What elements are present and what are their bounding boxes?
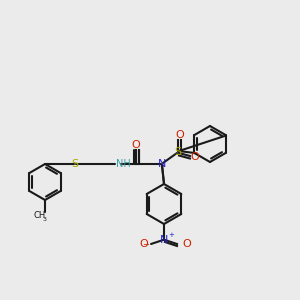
Text: −: −	[142, 240, 149, 249]
Text: O: O	[176, 130, 184, 140]
Text: N: N	[160, 235, 168, 245]
Text: O: O	[190, 152, 200, 162]
Text: O: O	[139, 239, 148, 249]
Text: S: S	[71, 159, 79, 169]
Text: 3: 3	[43, 217, 47, 222]
Text: N: N	[158, 159, 166, 169]
Text: CH: CH	[34, 212, 46, 220]
Text: S: S	[174, 147, 182, 157]
Text: O: O	[182, 239, 191, 249]
Text: +: +	[168, 232, 174, 238]
Text: O: O	[132, 140, 140, 150]
Text: NH: NH	[116, 159, 131, 169]
